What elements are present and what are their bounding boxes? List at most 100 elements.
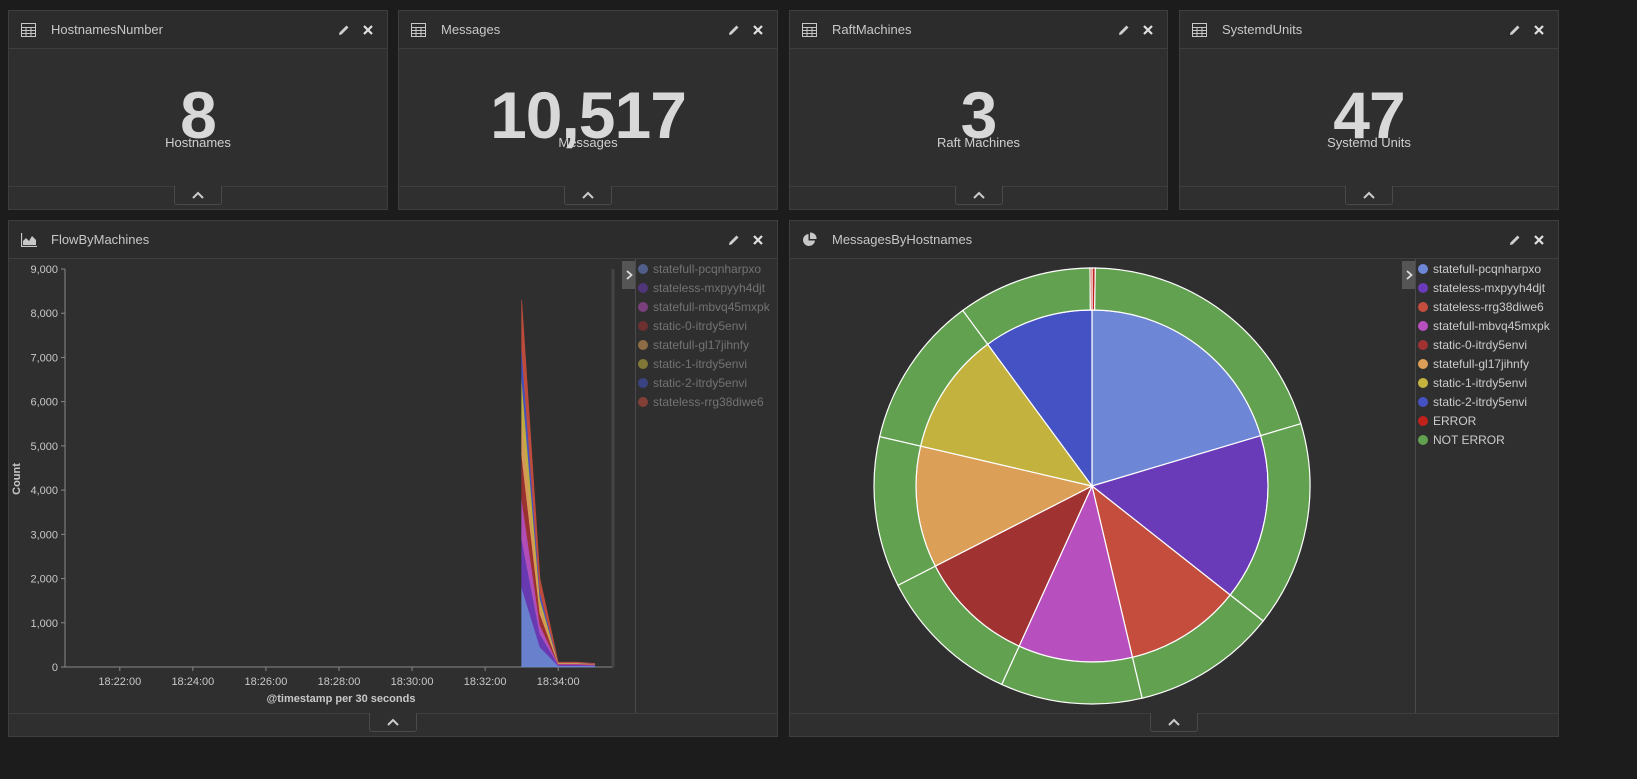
- legend-item[interactable]: stateless-mxpyyh4djt: [1418, 278, 1550, 297]
- legend-swatch: [638, 320, 648, 331]
- legend-swatch: [1418, 263, 1428, 274]
- panel-footer: [399, 186, 777, 209]
- legend-label: stateless-mxpyyh4djt: [1433, 280, 1546, 295]
- legend-label: ERROR: [1433, 413, 1477, 428]
- y-tick-label: 0: [52, 662, 58, 674]
- legend-swatch: [1418, 415, 1428, 426]
- close-icon[interactable]: [1141, 23, 1155, 37]
- legend-item[interactable]: static-0-itrdy5envi: [638, 316, 770, 335]
- panel-footer: [790, 713, 1558, 736]
- chevron-right-icon: [1405, 270, 1413, 280]
- y-tick-label: 5,000: [30, 441, 58, 453]
- table-icon: [411, 22, 427, 37]
- legend-swatch: [1418, 282, 1428, 293]
- edit-icon[interactable]: [727, 23, 741, 37]
- legend-label: statefull-gl17jihnfy: [1433, 356, 1530, 371]
- legend-item[interactable]: static-2-itrdy5envi: [1418, 392, 1550, 411]
- metric-label: Messages: [558, 135, 618, 150]
- legend-item[interactable]: statefull-mbvq45mxpk: [1418, 316, 1550, 335]
- area-series: [521, 299, 596, 665]
- legend-swatch: [638, 377, 648, 388]
- legend-label: stateless-rrg38diwe6: [653, 394, 764, 409]
- legend-item[interactable]: statefull-mbvq45mxpk: [638, 297, 770, 316]
- close-icon[interactable]: [361, 23, 375, 37]
- x-tick-label: 18:34:00: [537, 676, 580, 688]
- collapse-button[interactable]: [564, 186, 612, 205]
- close-icon[interactable]: [751, 23, 765, 37]
- pie-chart[interactable]: [790, 259, 1402, 715]
- legend-item[interactable]: stateless-rrg38diwe6: [1418, 297, 1550, 316]
- panel-header: MessagesByHostnames: [790, 221, 1558, 259]
- legend-item[interactable]: statefull-gl17jihnfy: [638, 335, 770, 354]
- legend-toggle-button[interactable]: [622, 261, 636, 289]
- legend-divider: [1415, 259, 1416, 714]
- pie-panel: MessagesByHostnames statefull-pcqnharpxo…: [789, 220, 1559, 737]
- legend-swatch: [1418, 339, 1428, 350]
- legend-item[interactable]: static-1-itrdy5envi: [638, 354, 770, 373]
- panel-footer: [9, 713, 777, 736]
- collapse-button[interactable]: [954, 186, 1003, 205]
- panel-header: FlowByMachines: [9, 221, 777, 259]
- legend-item[interactable]: ERROR: [1418, 411, 1550, 430]
- chevron-right-icon: [625, 270, 633, 280]
- collapse-button[interactable]: [1345, 186, 1393, 205]
- legend-toggle-button[interactable]: [1402, 261, 1416, 289]
- panel-footer: [790, 186, 1167, 209]
- legend-divider: [635, 259, 636, 714]
- x-tick-label: 18:28:00: [318, 676, 361, 688]
- legend-item[interactable]: NOT ERROR: [1418, 430, 1550, 449]
- legend-item[interactable]: statefull-gl17jihnfy: [1418, 354, 1550, 373]
- x-tick-label: 18:24:00: [171, 676, 214, 688]
- legend-swatch: [638, 339, 648, 350]
- edit-icon[interactable]: [1117, 23, 1131, 37]
- metric-label: Systemd Units: [1327, 135, 1411, 150]
- flow-panel: FlowByMachines Count @timestamp per 30 s…: [8, 220, 778, 737]
- close-icon[interactable]: [751, 233, 765, 247]
- metric-label: Hostnames: [165, 135, 231, 150]
- legend-swatch: [638, 282, 648, 293]
- panel-header: SystemdUnits: [1180, 11, 1558, 49]
- close-icon[interactable]: [1532, 233, 1546, 247]
- legend-swatch: [1418, 301, 1428, 312]
- pie-legend: statefull-pcqnharpxo stateless-mxpyyh4dj…: [1418, 259, 1550, 449]
- chevron-up-icon: [1363, 191, 1375, 199]
- legend-item[interactable]: statefull-pcqnharpxo: [1418, 259, 1550, 278]
- panel-footer: [9, 186, 387, 209]
- legend-item[interactable]: stateless-mxpyyh4djt: [638, 278, 770, 297]
- legend-item[interactable]: statefull-pcqnharpxo: [638, 259, 770, 278]
- edit-icon[interactable]: [1508, 23, 1522, 37]
- edit-icon[interactable]: [1508, 233, 1522, 247]
- y-tick-label: 4,000: [30, 485, 58, 497]
- legend-swatch: [638, 301, 648, 312]
- metric-panel-systemd-units: SystemdUnits 47 Systemd Units: [1179, 10, 1559, 210]
- legend-label: static-1-itrdy5envi: [1433, 375, 1528, 390]
- edit-icon[interactable]: [727, 233, 741, 247]
- chevron-up-icon: [582, 191, 594, 199]
- panel-title: FlowByMachines: [51, 232, 150, 247]
- edit-icon[interactable]: [337, 23, 351, 37]
- legend-item[interactable]: stateless-rrg38diwe6: [638, 392, 770, 411]
- table-icon: [802, 22, 818, 37]
- legend-item[interactable]: static-2-itrdy5envi: [638, 373, 770, 392]
- panel-footer: [1180, 186, 1558, 209]
- legend-label: stateless-mxpyyh4djt: [653, 280, 766, 295]
- collapse-button[interactable]: [174, 186, 222, 205]
- metric-value: 3: [960, 78, 998, 152]
- flow-chart[interactable]: Count @timestamp per 30 seconds 0 1,000 2,…: [9, 259, 629, 715]
- close-icon[interactable]: [1532, 23, 1546, 37]
- legend-label: stateless-rrg38diwe6: [1433, 299, 1544, 314]
- metric-label: Raft Machines: [936, 135, 1021, 150]
- legend-item[interactable]: static-1-itrdy5envi: [1418, 373, 1550, 392]
- panel-header: Messages: [399, 11, 777, 49]
- legend-swatch: [638, 263, 648, 274]
- y-tick-label: 7,000: [30, 352, 58, 364]
- x-tick-label: 18:26:00: [245, 676, 288, 688]
- panel-header: HostnamesNumber: [9, 11, 387, 49]
- pie-ring-slice: [1089, 267, 1093, 311]
- metric-value: 47: [1333, 78, 1405, 152]
- legend-item[interactable]: static-0-itrdy5envi: [1418, 335, 1550, 354]
- collapse-button[interactable]: [1150, 713, 1198, 732]
- collapse-button[interactable]: [369, 713, 417, 732]
- chevron-up-icon: [387, 718, 399, 726]
- y-tick-label: 9,000: [30, 264, 58, 276]
